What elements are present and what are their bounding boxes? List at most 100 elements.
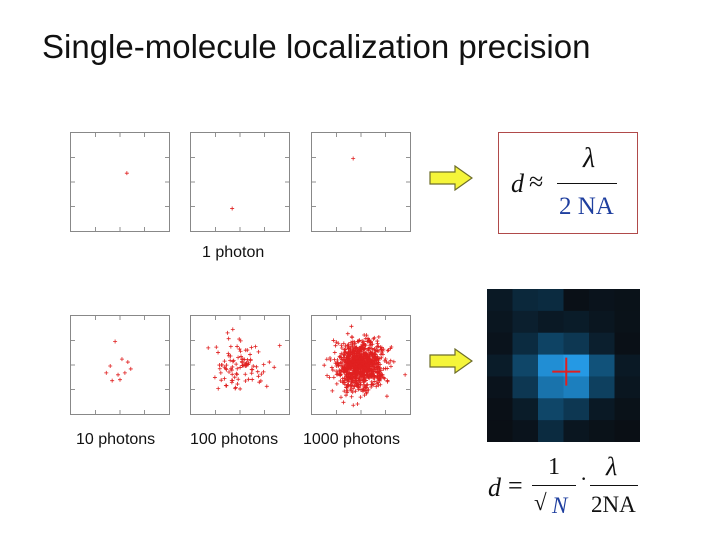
photon-marker [331,375,336,380]
psf-pixel [614,310,640,334]
photon-marker [229,378,234,383]
photon-marker [388,346,393,351]
photon-marker [357,338,362,343]
photon-marker [341,400,346,405]
photon-marker [388,358,393,363]
photon-marker [333,361,338,366]
psf-pixel [538,332,564,356]
psf-pixel [563,332,590,356]
photon-marker [375,373,380,378]
photon-marker [216,386,221,391]
photon-marker [347,358,352,363]
psf-pixel [512,332,539,356]
photon-marker [226,351,231,356]
photon-marker [352,355,357,360]
photon-marker [218,370,223,375]
photon-marker [104,370,109,375]
photon-marker [230,327,235,332]
photon-marker [239,354,244,359]
photon-marker [233,386,238,391]
photon-marker [374,361,379,366]
photon-marker [363,336,368,341]
photon-marker [350,390,355,395]
psf-pixel [538,310,564,334]
photon-marker [364,351,369,356]
photon-marker [344,388,349,393]
photon-marker [352,345,357,350]
photon-marker [356,382,361,387]
photon-marker [216,350,221,355]
photon-marker [339,351,344,356]
photon-marker [119,357,124,362]
photon-marker [234,371,239,376]
photon-marker [332,350,337,355]
photon-marker [345,351,350,356]
photon-marker [358,377,363,382]
formula2-den2: 2NA [591,492,636,517]
photon-marker [349,324,354,329]
photon-marker [331,338,336,343]
photon-marker [232,375,237,380]
photon-marker [403,372,408,377]
photon-marker [338,354,343,359]
photon-marker [345,331,350,336]
psf-pixel [614,289,640,312]
photon-marker [324,357,329,362]
photon-marker [272,365,277,370]
photon-marker [365,363,370,368]
photon-marker [353,361,358,366]
formula2-num2: λ [606,452,618,481]
photon-marker [371,336,376,341]
photon-marker [368,351,373,356]
photon-marker [365,388,370,393]
photon-marker [253,344,258,349]
psf-pixel [589,354,615,377]
psf-pixel [487,398,513,421]
psf-pixel [538,376,564,399]
photon-marker [233,385,238,390]
photon-marker [362,365,367,370]
photon-marker [243,372,248,377]
photon-marker [348,350,353,355]
photon-marker [360,361,365,366]
photon-marker [355,402,360,407]
psf-pixel [614,332,640,356]
photon-marker [261,362,266,367]
photon-marker [234,362,239,367]
photon-marker [360,355,365,360]
photon-marker [249,371,254,376]
scatter-plot [71,133,169,231]
photon-marker [348,346,353,351]
photon-marker [243,361,248,366]
psf-pixel [487,376,513,399]
panel-1000-photons [311,315,411,415]
fraction-bar [557,183,617,184]
photon-marker [376,376,381,381]
photon-marker [110,378,115,383]
photon-marker [264,384,269,389]
psf-pixel [563,289,590,312]
photon-marker [361,375,366,380]
photon-marker [235,366,240,371]
photon-marker [227,370,232,375]
photon-marker [370,369,375,374]
photon-marker [351,366,356,371]
photon-marker [261,369,266,374]
photon-marker [383,356,388,361]
photon-marker [332,357,337,362]
photon-marker [362,347,367,352]
photon-marker [351,403,356,408]
psf-pixel [512,354,539,377]
photon-marker [116,372,121,377]
photon-marker [248,352,253,357]
photon-marker [244,363,249,368]
formula2-den1: N [552,493,568,518]
photon-marker [339,357,344,362]
photon-marker [367,375,372,380]
psf-pixel [589,398,615,421]
photon-marker [237,347,242,352]
photon-marker [225,330,230,335]
psf-pixel [589,289,615,312]
psf-pixel [563,398,590,421]
photon-marker [353,379,358,384]
